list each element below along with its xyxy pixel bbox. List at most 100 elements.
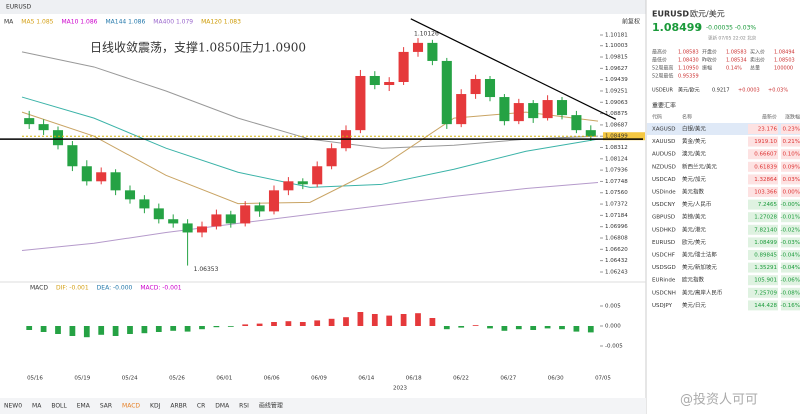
rates-cell: NZDUSD bbox=[652, 164, 676, 170]
indicator-tab[interactable]: MA bbox=[32, 403, 42, 410]
adjust-button[interactable]: 前复权 bbox=[622, 18, 640, 26]
related-quote: USDEUR bbox=[652, 88, 674, 94]
indicator-tab[interactable]: NEW0 bbox=[4, 403, 22, 410]
ma-legend: MA10 1.086 bbox=[61, 19, 97, 26]
change-cell-bg bbox=[781, 149, 800, 160]
y-tick-label: 1.07560 bbox=[605, 190, 628, 196]
x-tick-label: 06/22 bbox=[453, 376, 469, 382]
y-tick-label: 1.07936 bbox=[605, 168, 628, 174]
rates-cell: 144.428 bbox=[754, 303, 777, 309]
rates-cell: 0.23% bbox=[783, 127, 800, 133]
candle-body bbox=[369, 75, 380, 86]
macd-legend: MACD bbox=[30, 285, 48, 292]
x-tick-label: 06/06 bbox=[264, 376, 280, 382]
candle-body bbox=[542, 100, 553, 119]
candle-body bbox=[398, 51, 409, 83]
ma-legend: MA bbox=[4, 19, 14, 26]
rates-cell: USDSGD bbox=[652, 265, 676, 271]
x-tick-label: 06/27 bbox=[500, 376, 516, 382]
price-cell-bg bbox=[748, 300, 778, 311]
quote-field: 52周最低 bbox=[652, 73, 673, 80]
indicator-tab[interactable]: BOLL bbox=[51, 403, 67, 410]
tab[interactable]: EURUSD bbox=[6, 4, 32, 11]
candle-body bbox=[110, 172, 121, 191]
price-cell-bg bbox=[748, 149, 778, 160]
rates-cell: -0.04% bbox=[781, 265, 800, 271]
candle-body bbox=[124, 190, 136, 200]
change-cell-bg bbox=[781, 136, 800, 147]
change-cell-bg bbox=[781, 174, 800, 185]
quote-field: 0.14% bbox=[726, 66, 742, 72]
rates-cell: USDCNY bbox=[652, 202, 676, 208]
quote-code: EURUSD bbox=[652, 10, 689, 19]
price-cell-bg bbox=[748, 161, 778, 172]
y-tick-label: 1.06620 bbox=[605, 247, 628, 253]
quote-field: 开盘价 bbox=[702, 49, 717, 56]
candle-body bbox=[312, 166, 323, 185]
change-cell-bg bbox=[781, 237, 800, 248]
indicator-tab[interactable]: CR bbox=[197, 403, 205, 410]
rates-cell: 103.366 bbox=[754, 190, 777, 196]
rates-cell: 英镑/美元 bbox=[682, 213, 706, 221]
price-cell-bg bbox=[748, 262, 778, 273]
indicator-tab[interactable]: DMA bbox=[215, 403, 230, 410]
candle-body bbox=[355, 75, 366, 131]
change-cell-bg bbox=[781, 300, 800, 311]
indicator-tab[interactable]: SAR bbox=[100, 403, 112, 410]
change-cell-bg bbox=[781, 224, 800, 235]
indicator-tab[interactable]: EMA bbox=[77, 403, 91, 410]
rates-cell: EURinde bbox=[652, 278, 676, 284]
indicator-tab[interactable]: RSI bbox=[239, 403, 249, 410]
change-cell-bg bbox=[781, 124, 800, 134]
indicator-tab[interactable]: 画线管理 bbox=[259, 402, 283, 410]
change-cell-bg bbox=[781, 187, 800, 197]
rates-cell: 美元/日元 bbox=[682, 301, 706, 309]
rates-cell: 美元/新加坡元 bbox=[682, 263, 717, 271]
candle-body bbox=[556, 100, 568, 116]
rates-cell: 美元/港元 bbox=[682, 225, 706, 233]
y-tick-label: 1.06808 bbox=[605, 235, 628, 241]
rates-cell: 美元/加元 bbox=[682, 175, 706, 183]
y-tick-label: 1.06243 bbox=[605, 270, 628, 276]
y-tick-label: 1.09063 bbox=[605, 100, 628, 106]
macd-legend: DEA: -0.000 bbox=[97, 285, 133, 292]
rates-cell: 7.2465 bbox=[758, 202, 778, 208]
quote-field: 1.08503 bbox=[774, 58, 795, 64]
quote-field: 0.95359 bbox=[678, 74, 699, 80]
price-cell-bg bbox=[748, 212, 778, 223]
rates-cell: GBPUSD bbox=[652, 215, 675, 221]
quote-field: 1.08534 bbox=[726, 58, 747, 64]
indicator-tab[interactable]: MACD bbox=[122, 403, 140, 410]
ma-legend: MA144 1.086 bbox=[105, 19, 145, 26]
y-tick-label: 1.07748 bbox=[605, 179, 628, 185]
rates-cell: 欧元指数 bbox=[682, 276, 705, 284]
y-tick-label: 1.07184 bbox=[605, 213, 628, 219]
candle-body bbox=[283, 181, 294, 191]
y-tick-label: 1.08312 bbox=[605, 145, 628, 151]
high-label: 1.10126 bbox=[414, 31, 439, 38]
quote-field: 1.08583 bbox=[726, 50, 747, 56]
y-tick-label: 1.06432 bbox=[605, 258, 628, 264]
x-tick-label: 06/09 bbox=[311, 376, 327, 382]
candle-body bbox=[484, 78, 496, 98]
change-cell-bg bbox=[781, 287, 800, 298]
y-tick-label: 1.09627 bbox=[605, 66, 628, 72]
candle-body bbox=[182, 223, 193, 233]
quote-field: 100000 bbox=[774, 66, 793, 72]
rates-cell: USDJPY bbox=[652, 303, 673, 309]
indicator-bar bbox=[0, 398, 646, 414]
indicator-tab[interactable]: KDJ bbox=[150, 403, 161, 410]
top-bar bbox=[0, 0, 646, 14]
indicator-tab[interactable]: ARBR bbox=[170, 403, 187, 410]
last-price-box bbox=[603, 132, 645, 141]
x-tick-label: 05/26 bbox=[169, 376, 185, 382]
candle-body bbox=[211, 214, 222, 227]
rates-cell: 美元/离岸人民币 bbox=[682, 288, 723, 296]
y-tick-label: 0.000 bbox=[605, 324, 621, 330]
related-quote: +0.03% bbox=[768, 88, 788, 94]
rates-cell: 7.25709 bbox=[754, 290, 777, 296]
y-tick-label: 1.10003 bbox=[605, 43, 628, 49]
rates-cell: 0.09% bbox=[783, 164, 800, 170]
low-label: 1.06353 bbox=[194, 266, 219, 273]
watermark: @投资人可可 bbox=[680, 392, 758, 408]
